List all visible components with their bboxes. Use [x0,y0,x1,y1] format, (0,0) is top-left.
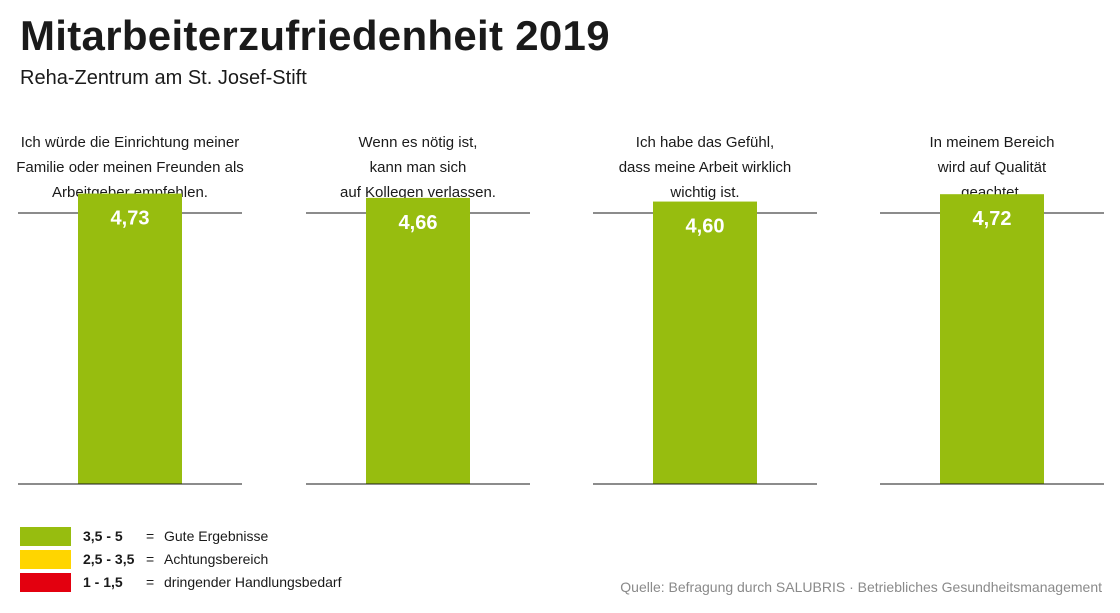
legend-range: 3,5 - 5 [83,528,123,544]
legend-item-gut: 3,5 - 5 = Gute Ergebnisse [20,527,440,550]
bar-value-label: 4,66 [399,212,438,234]
category-label: Ich habe das Gefühl, [636,134,774,151]
legend-equals: = [146,574,155,590]
bar-value-label: 4,60 [686,216,725,238]
category-label: Ich würde die Einrichtung meiner [21,134,239,151]
category-label: dass meine Arbeit wirklich [619,159,792,176]
category-label: Familie oder meinen Freunden als [16,159,244,176]
legend-label: Gute Ergebnisse [164,528,269,544]
bar [78,193,182,484]
category-label: wichtig ist. [669,184,739,201]
category-label: Wenn es nötig ist, [359,134,478,151]
legend-equals: = [146,528,155,544]
bar [653,201,757,484]
legend-swatch-red [20,573,71,592]
legend-equals: = [146,551,155,567]
chart-title: Mitarbeiterzufriedenheit 2019 [20,12,610,59]
bar [940,194,1044,484]
bar-value-label: 4,73 [111,208,150,230]
legend-range: 1 - 1,5 [83,574,123,590]
legend-range: 2,5 - 3,5 [83,551,135,567]
chart-subtitle: Reha-Zentrum am St. Josef-Stift [20,67,307,89]
legend-label: dringender Handlungsbedarf [164,574,342,590]
legend-item-achtung: 2,5 - 3,5 = Achtungsbereich [20,550,440,573]
legend-label: Achtungsbereich [164,551,269,567]
legend-swatch-yellow [20,550,71,569]
legend-item-handlungsbedarf: 1 - 1,5 = dringender Handlungsbedarf [20,573,440,596]
category-label: In meinem Bereich [929,134,1054,151]
bar [366,197,470,484]
source-note: Quelle: Befragung durch SALUBRIS · Betri… [620,579,1102,595]
bar-value-label: 4,72 [973,208,1012,230]
category-label: wird auf Qualität [937,159,1047,176]
category-label: auf Kollegen verlassen. [340,184,496,201]
category-label: kann man sich [370,159,467,176]
legend-swatch-green [20,527,71,546]
legend: 3,5 - 5 = Gute Ergebnisse 2,5 - 3,5 = Ac… [20,527,440,596]
